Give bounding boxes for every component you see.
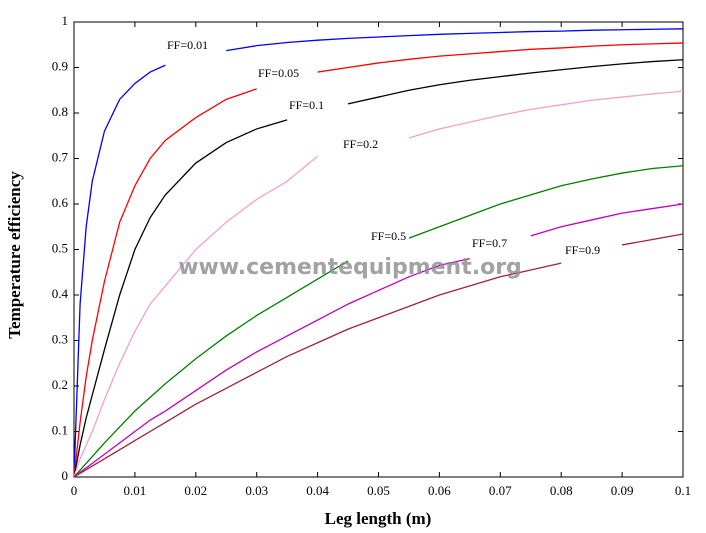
series-line (73, 233, 684, 478)
y-tick-label: 0.9 (52, 58, 68, 73)
x-tick-label: 0.04 (306, 483, 329, 498)
x-tick-label: 0.01 (124, 483, 147, 498)
x-tick-label: 0.05 (367, 483, 390, 498)
y-tick-label: 0.6 (52, 195, 69, 210)
watermark: www.cementequipment.org (178, 255, 522, 280)
x-tick-label: 0.08 (550, 483, 573, 498)
y-tick-label: 0.8 (52, 104, 68, 119)
x-tick-label: 0.07 (489, 483, 512, 498)
y-tick-label: 0.5 (52, 240, 68, 255)
curve-label: FF=0.05 (258, 66, 299, 80)
x-tick-label: 0 (71, 483, 78, 498)
x-tick-label: 0.03 (245, 483, 268, 498)
series-line (73, 90, 684, 478)
y-tick-label: 0 (62, 468, 69, 483)
curve-label: FF=0.9 (565, 243, 600, 257)
series-line (73, 203, 684, 478)
x-tick-label: 0.06 (428, 483, 451, 498)
series-line (73, 42, 684, 478)
y-tick-label: 0.7 (52, 149, 69, 164)
x-tick-label: 0.09 (611, 483, 634, 498)
x-tick-label: 0.1 (675, 483, 691, 498)
curve-label: FF=0.01 (167, 38, 208, 52)
y-tick-label: 0.3 (52, 331, 68, 346)
x-axis-label: Leg length (m) (325, 509, 432, 528)
y-axis-label: Temperature efficiency (5, 171, 24, 339)
curve-label: FF=0.5 (371, 229, 406, 243)
y-tick-label: 1 (62, 13, 69, 28)
series-line (73, 165, 684, 478)
y-tick-label: 0.2 (52, 377, 68, 392)
x-tick-label: 0.02 (184, 483, 207, 498)
curve-label: FF=0.7 (472, 236, 507, 250)
curve-label: FF=0.2 (343, 137, 378, 151)
series-line (73, 59, 684, 478)
curve-label: FF=0.1 (289, 98, 324, 112)
y-tick-label: 0.4 (52, 286, 69, 301)
y-tick-label: 0.1 (52, 422, 68, 437)
series-line (73, 28, 684, 478)
